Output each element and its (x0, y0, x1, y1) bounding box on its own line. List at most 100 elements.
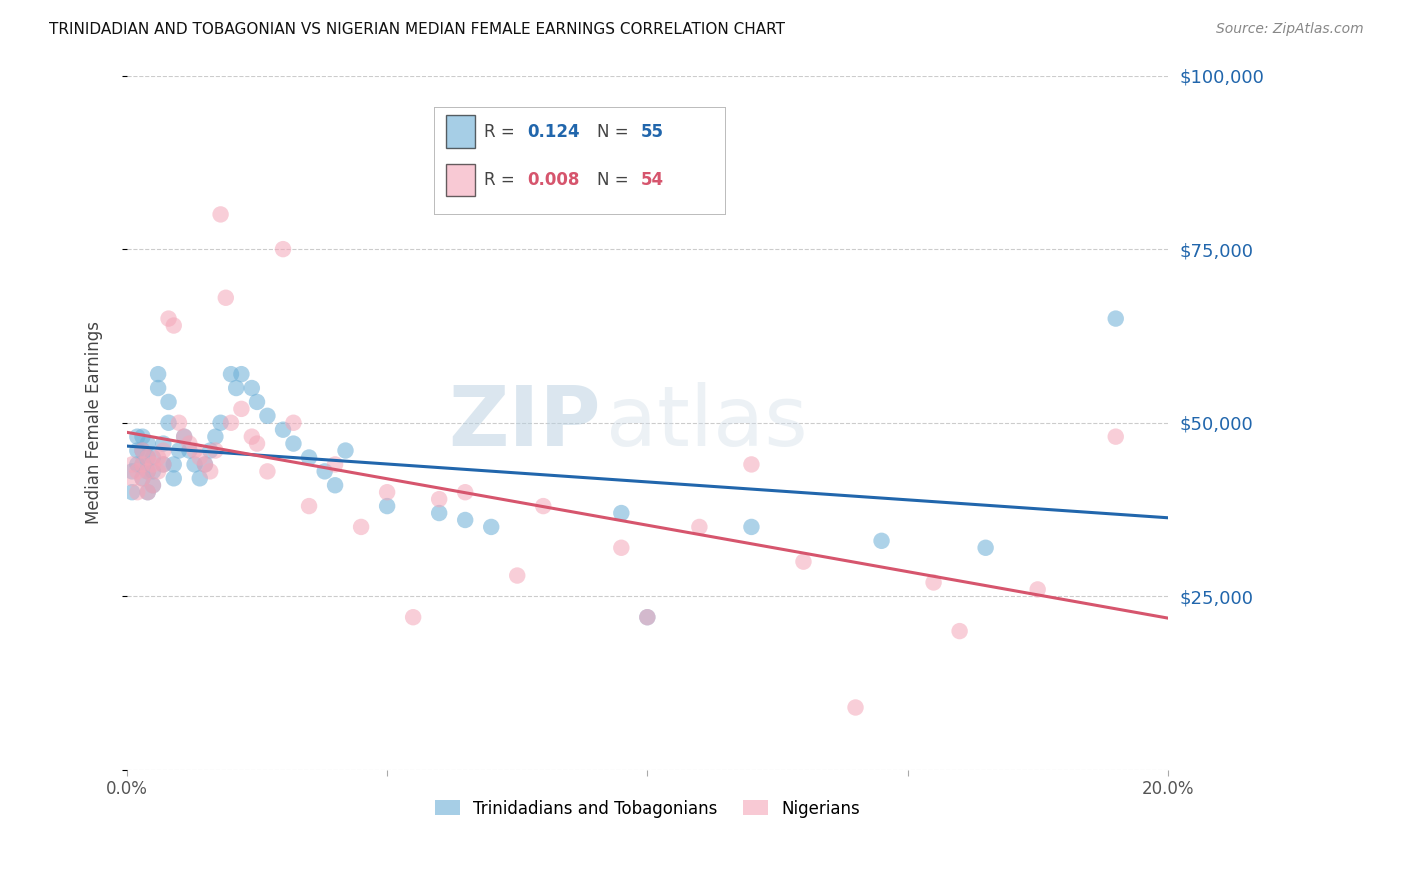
Point (402, 610, 425, 624)
Point (506, 568, 529, 582)
Point (1105, 311, 1128, 326)
Point (974, 541, 997, 555)
Point (870, 533, 893, 548)
Point (142, 464, 165, 478)
Point (350, 520, 373, 534)
Point (240, 381, 263, 395)
Point (922, 575, 945, 590)
Point (1105, 430, 1128, 444)
Point (209, 416, 232, 430)
Point (225, 381, 247, 395)
Point (844, 700, 866, 714)
Point (198, 464, 221, 478)
Text: atlas: atlas (606, 383, 807, 463)
Point (173, 430, 195, 444)
Point (127, 464, 149, 478)
Point (219, 367, 242, 381)
Point (146, 381, 169, 395)
Point (792, 555, 814, 569)
Point (323, 458, 346, 472)
Point (167, 416, 190, 430)
Text: Source: ZipAtlas.com: Source: ZipAtlas.com (1216, 22, 1364, 37)
Point (256, 464, 278, 478)
Point (188, 471, 211, 485)
Point (188, 450, 211, 465)
Point (136, 485, 159, 500)
Point (121, 458, 143, 472)
Point (173, 430, 195, 444)
Legend: Trinidadians and Tobagonians, Nigerians: Trinidadians and Tobagonians, Nigerians (429, 793, 866, 824)
Point (283, 436, 305, 450)
Point (136, 450, 159, 465)
Point (740, 458, 762, 472)
Point (246, 436, 269, 450)
Point (636, 610, 658, 624)
Point (131, 471, 153, 485)
Point (142, 450, 165, 465)
Point (121, 471, 143, 485)
Point (127, 443, 149, 458)
Point (136, 436, 159, 450)
Point (240, 430, 263, 444)
Point (479, 520, 502, 534)
Point (298, 450, 321, 465)
Point (167, 443, 190, 458)
Point (454, 513, 477, 527)
Point (131, 458, 153, 472)
Point (157, 395, 180, 409)
Point (219, 416, 242, 430)
Point (136, 464, 159, 478)
Point (136, 450, 159, 465)
Point (127, 430, 149, 444)
Point (610, 506, 633, 520)
Point (198, 443, 221, 458)
Point (740, 520, 762, 534)
Point (146, 367, 169, 381)
Point (179, 443, 201, 458)
Point (375, 485, 398, 500)
Point (688, 520, 710, 534)
Point (256, 409, 278, 423)
Point (298, 499, 321, 513)
Point (157, 416, 180, 430)
Point (194, 458, 217, 472)
Point (231, 367, 253, 381)
Point (179, 436, 201, 450)
Point (131, 458, 153, 472)
Point (204, 443, 226, 458)
Point (157, 311, 180, 326)
Point (142, 478, 165, 492)
Point (127, 458, 149, 472)
Point (531, 499, 554, 513)
Point (152, 443, 174, 458)
Point (131, 443, 153, 458)
Point (136, 464, 159, 478)
Y-axis label: Median Female Earnings: Median Female Earnings (86, 321, 103, 524)
Point (163, 458, 186, 472)
Point (194, 458, 217, 472)
Point (183, 458, 205, 472)
Point (314, 464, 336, 478)
Point (231, 401, 253, 416)
Point (636, 610, 658, 624)
Point (131, 430, 153, 444)
Point (136, 485, 159, 500)
Point (131, 443, 153, 458)
Point (131, 471, 153, 485)
Point (142, 458, 165, 472)
Point (323, 478, 346, 492)
Point (283, 416, 305, 430)
Point (271, 242, 294, 256)
Point (454, 485, 477, 500)
Point (121, 485, 143, 500)
Point (183, 443, 205, 458)
Point (246, 395, 269, 409)
Point (163, 471, 186, 485)
Point (427, 492, 450, 507)
Point (163, 318, 186, 333)
Point (146, 464, 169, 478)
Point (152, 436, 174, 450)
Point (152, 458, 174, 472)
Point (375, 499, 398, 513)
Text: TRINIDADIAN AND TOBAGONIAN VS NIGERIAN MEDIAN FEMALE EARNINGS CORRELATION CHART: TRINIDADIAN AND TOBAGONIAN VS NIGERIAN M… (49, 22, 785, 37)
